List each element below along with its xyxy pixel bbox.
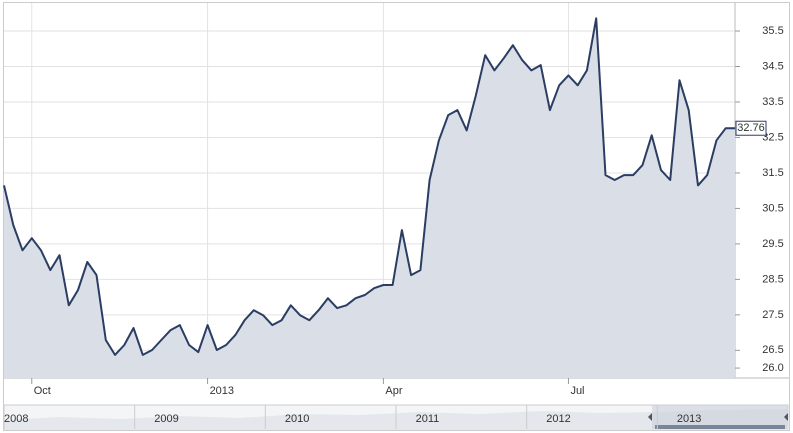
navigator-label: 2013 [677,413,701,425]
navigator-label: 2010 [285,413,309,425]
navigator-label: 2011 [416,413,440,425]
navigator-label: 2008 [4,413,28,425]
x-tick-label: 2013 [210,385,234,397]
line [3,17,735,356]
y-tick-label: 30.5 [762,202,783,214]
y-tick-label: 27.5 [762,309,783,321]
y-tick-label: 26.5 [762,344,783,356]
y-tick-label: 33.5 [762,96,783,108]
y-tick-label: 35.5 [762,25,783,37]
navigator-handle[interactable] [784,413,788,421]
last-value-label: 32.76 [737,122,765,134]
area [4,18,735,379]
y-tick-label: 32.5 [762,131,783,143]
last-value-box [735,120,767,136]
x-tick-label: Apr [385,385,402,397]
y-tick-label: 26.0 [762,362,783,374]
navigator-label: 2009 [154,413,178,425]
y-tick-label: 34.5 [762,60,783,72]
x-tick-label: Oct [34,385,51,397]
navigator-scrollbar[interactable] [655,425,785,429]
y-tick-label: 28.5 [762,273,783,285]
navigator-label: 2012 [546,413,570,425]
x-tick-label: Jul [570,385,584,397]
y-tick-label: 29.5 [762,238,783,250]
navigator-handle[interactable] [648,413,652,421]
y-tick-label: 31.5 [762,167,783,179]
